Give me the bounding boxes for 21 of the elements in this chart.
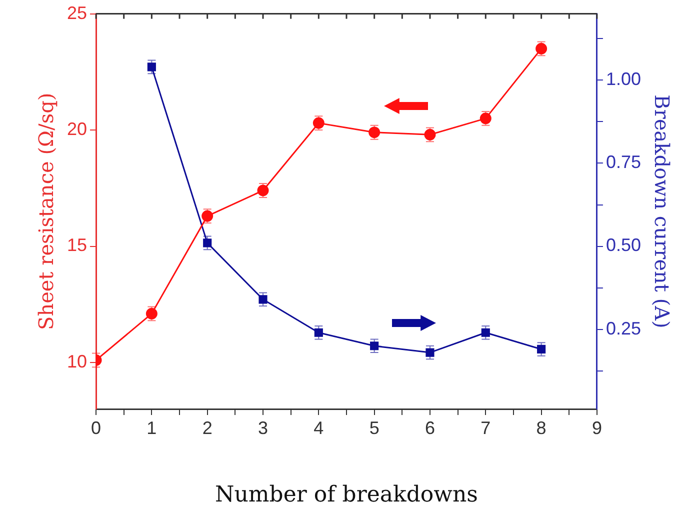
x-tick-label: 7 xyxy=(480,418,491,438)
y2-tick-label: 0.50 xyxy=(606,235,642,256)
x-tick-label: 9 xyxy=(592,418,602,438)
y-tick-label: 25 xyxy=(66,2,88,23)
x-tick-label: 0 xyxy=(91,418,102,438)
y2-axis-title: Breakdown current (A) xyxy=(650,94,674,328)
y-tick-label: 20 xyxy=(66,119,88,140)
x-tick-label: 2 xyxy=(202,418,212,438)
y-tick-label: 10 xyxy=(66,351,88,372)
x-tick-label: 4 xyxy=(314,418,324,438)
x-axis-title: Number of breakdowns xyxy=(215,482,478,508)
y2-tick-label: 0.25 xyxy=(606,318,642,338)
y2-tick-label: 0.75 xyxy=(606,152,642,172)
x-tick-label: 6 xyxy=(424,418,435,438)
x-tick-label: 8 xyxy=(536,418,546,438)
x-tick-label: 5 xyxy=(369,418,380,438)
x-tick-label: 3 xyxy=(258,418,268,438)
y-tick-label: 15 xyxy=(66,235,88,256)
y-axis-title: Sheet resistance (Ω/sq) xyxy=(34,92,58,330)
x-tick-label: 1 xyxy=(146,418,157,438)
y2-tick-label: 1.00 xyxy=(606,69,642,90)
